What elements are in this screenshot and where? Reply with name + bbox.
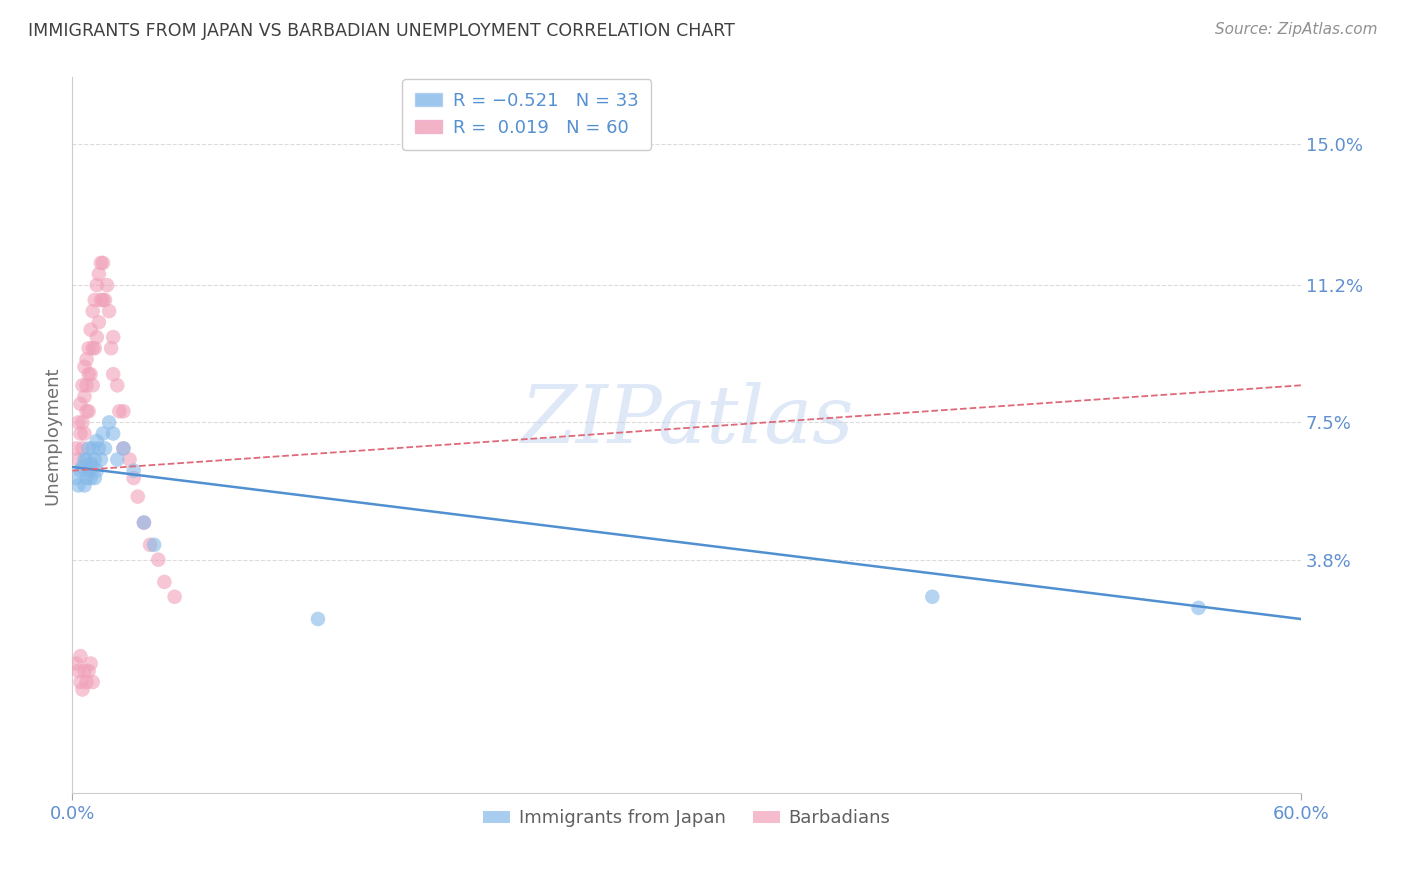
Point (96, 278, 118, 293)
Point (79, 657, 101, 671)
Point (73, 389, 96, 403)
Point (112, 442, 135, 456)
Point (72, 378, 94, 392)
Point (163, 590, 186, 604)
Point (76, 404, 98, 418)
Point (76, 378, 98, 392)
Point (76, 471, 98, 485)
Point (82, 304, 104, 318)
Point (77, 442, 100, 456)
Point (112, 442, 135, 456)
Point (1187, 600, 1209, 615)
Point (307, 612, 329, 626)
Point (76, 352, 98, 367)
Point (148, 552, 170, 566)
Point (132, 516, 155, 530)
Point (73, 426, 96, 441)
Point (153, 574, 176, 589)
Point (90, 452, 112, 467)
Point (139, 538, 162, 552)
Text: Source: ZipAtlas.com: Source: ZipAtlas.com (1215, 22, 1378, 37)
Point (65, 442, 87, 456)
Point (82, 341, 104, 355)
Point (77, 464, 100, 478)
Point (87, 267, 110, 281)
Point (921, 590, 943, 604)
Point (77, 341, 100, 355)
Point (72, 442, 94, 456)
Point (90, 293, 112, 307)
Point (108, 404, 131, 418)
Point (105, 452, 128, 467)
Point (67, 664, 90, 678)
Point (69, 426, 91, 441)
Point (83, 293, 105, 307)
Point (86, 434, 108, 448)
Point (86, 464, 108, 478)
Text: ZIPatlas: ZIPatlas (520, 383, 853, 460)
Point (90, 256, 112, 270)
Point (98, 304, 121, 318)
Point (77, 367, 100, 381)
Point (103, 426, 125, 441)
Point (83, 341, 105, 355)
Point (76, 675, 98, 690)
Point (86, 330, 108, 344)
Point (82, 378, 104, 392)
Point (83, 471, 105, 485)
Point (76, 452, 98, 467)
Point (72, 416, 94, 430)
Point (91, 426, 114, 441)
Point (69, 675, 91, 690)
Point (105, 378, 128, 392)
Point (73, 452, 96, 467)
Point (103, 367, 125, 381)
Point (79, 367, 101, 381)
Point (65, 657, 87, 671)
Y-axis label: Unemployment: Unemployment (44, 366, 60, 505)
Point (127, 490, 149, 504)
Point (122, 471, 145, 485)
Point (91, 293, 114, 307)
Point (67, 478, 90, 492)
Point (72, 459, 94, 474)
Point (143, 538, 166, 552)
Point (87, 442, 110, 456)
Point (118, 452, 141, 467)
Point (122, 464, 145, 478)
Point (83, 452, 105, 467)
Point (65, 471, 87, 485)
Point (87, 315, 110, 329)
Point (82, 459, 104, 474)
Point (67, 416, 90, 430)
Point (98, 416, 121, 430)
Point (77, 664, 100, 678)
Point (69, 649, 91, 664)
Point (112, 404, 135, 418)
Point (69, 397, 91, 411)
Point (77, 404, 100, 418)
Point (67, 452, 90, 467)
Point (79, 456, 101, 470)
Legend: Immigrants from Japan, Barbadians: Immigrants from Japan, Barbadians (475, 802, 898, 834)
Point (100, 341, 122, 355)
Point (79, 323, 101, 337)
Point (94, 442, 117, 456)
Point (73, 664, 96, 678)
Point (82, 675, 104, 690)
Point (73, 478, 96, 492)
Point (69, 464, 91, 478)
Point (91, 256, 114, 270)
Point (132, 516, 155, 530)
Point (72, 682, 94, 697)
Point (103, 330, 125, 344)
Text: IMMIGRANTS FROM JAPAN VS BARBADIAN UNEMPLOYMENT CORRELATION CHART: IMMIGRANTS FROM JAPAN VS BARBADIAN UNEMP… (28, 22, 735, 40)
Point (82, 442, 104, 456)
Point (73, 359, 96, 374)
Point (79, 471, 101, 485)
Point (86, 278, 108, 293)
Point (94, 293, 117, 307)
